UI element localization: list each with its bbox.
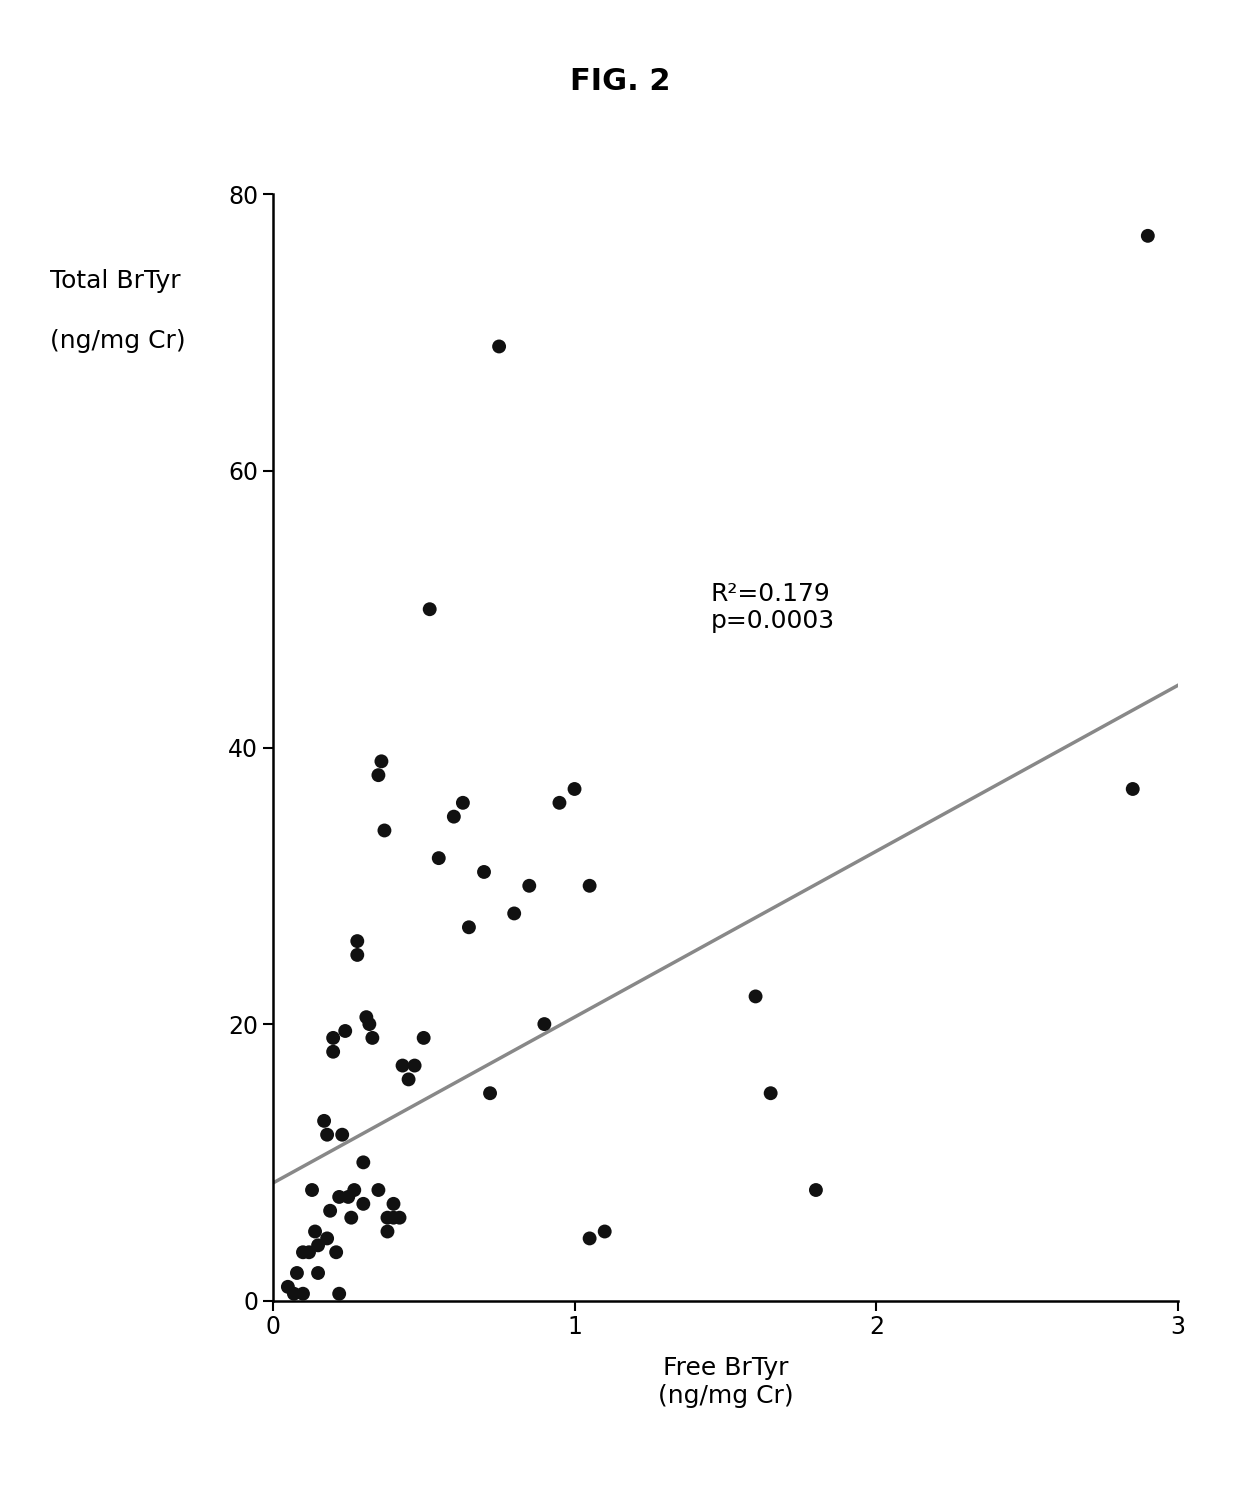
Point xyxy=(745,984,765,1008)
Point xyxy=(362,1026,382,1049)
Point xyxy=(404,1054,424,1078)
Point xyxy=(317,1123,337,1147)
Point xyxy=(293,1241,312,1265)
Point xyxy=(330,1186,350,1209)
Point xyxy=(320,1199,340,1223)
Point xyxy=(1123,777,1143,801)
Point xyxy=(368,1178,388,1202)
Point xyxy=(806,1178,826,1202)
Point xyxy=(474,860,494,884)
Point xyxy=(330,1281,350,1305)
Point xyxy=(293,1281,312,1305)
Point xyxy=(549,791,569,815)
Point xyxy=(284,1281,304,1305)
Point xyxy=(453,791,472,815)
X-axis label: Free BrTyr
(ng/mg Cr): Free BrTyr (ng/mg Cr) xyxy=(657,1356,794,1408)
Point xyxy=(377,1205,397,1229)
Point xyxy=(429,846,449,870)
Point xyxy=(305,1220,325,1244)
Point xyxy=(317,1226,337,1250)
Point xyxy=(308,1233,327,1257)
Point xyxy=(332,1123,352,1147)
Point xyxy=(489,335,510,359)
Point xyxy=(393,1054,413,1078)
Point xyxy=(324,1041,343,1064)
Point xyxy=(595,1220,615,1244)
Point xyxy=(520,873,539,897)
Point xyxy=(459,915,479,939)
Point xyxy=(308,1262,327,1286)
Text: R²=0.179
p=0.0003: R²=0.179 p=0.0003 xyxy=(711,582,835,634)
Point xyxy=(580,873,600,897)
Text: Total BrTyr: Total BrTyr xyxy=(50,269,180,293)
Point xyxy=(360,1012,379,1036)
Point xyxy=(347,928,367,954)
Point xyxy=(564,777,584,801)
Point xyxy=(303,1178,322,1202)
Point xyxy=(374,818,394,842)
Point xyxy=(761,1081,781,1105)
Point xyxy=(353,1151,373,1175)
Point xyxy=(389,1205,409,1229)
Point xyxy=(1138,224,1158,248)
Point xyxy=(286,1262,306,1286)
Text: FIG. 2: FIG. 2 xyxy=(569,67,671,96)
Point xyxy=(324,1026,343,1049)
Point xyxy=(326,1241,346,1265)
Point xyxy=(444,804,464,828)
Point xyxy=(339,1186,358,1209)
Text: (ng/mg Cr): (ng/mg Cr) xyxy=(50,329,185,353)
Point xyxy=(335,1020,355,1044)
Point xyxy=(505,901,525,925)
Point xyxy=(399,1067,419,1091)
Point xyxy=(534,1012,554,1036)
Point xyxy=(356,1005,376,1029)
Point xyxy=(299,1241,319,1265)
Point xyxy=(347,943,367,967)
Point xyxy=(420,597,440,622)
Point xyxy=(353,1192,373,1215)
Point xyxy=(341,1205,361,1229)
Point xyxy=(383,1205,403,1229)
Point xyxy=(580,1226,600,1250)
Point xyxy=(278,1275,298,1299)
Point xyxy=(383,1192,403,1215)
Point xyxy=(372,749,392,773)
Point xyxy=(314,1109,334,1133)
Point xyxy=(345,1178,365,1202)
Point xyxy=(414,1026,434,1049)
Point xyxy=(480,1081,500,1105)
Point xyxy=(377,1220,397,1244)
Point xyxy=(368,762,388,786)
